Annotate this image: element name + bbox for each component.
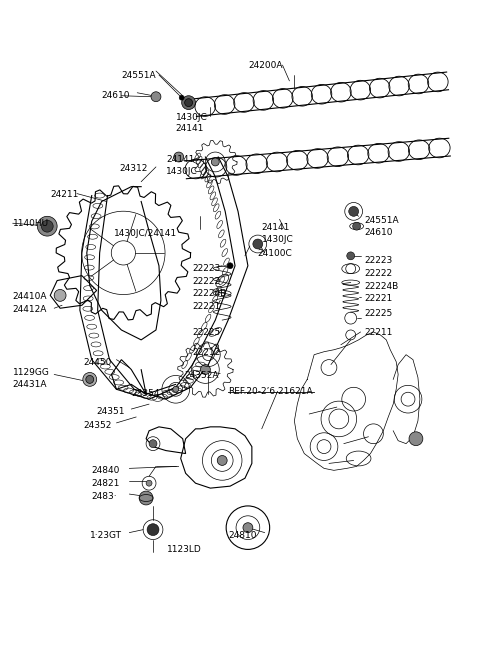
Text: 22211: 22211 [364, 328, 393, 337]
Text: 22223: 22223 [364, 256, 393, 265]
Circle shape [41, 220, 53, 232]
Circle shape [409, 432, 423, 445]
Text: 1129GG: 1129GG [12, 367, 49, 376]
Text: 24431A: 24431A [12, 380, 47, 390]
Text: 24610: 24610 [102, 91, 130, 100]
Text: 24312: 24312 [120, 164, 148, 173]
Circle shape [227, 263, 233, 269]
Text: 24351: 24351 [96, 407, 125, 416]
Text: 1430JC: 1430JC [166, 167, 198, 176]
Circle shape [182, 96, 195, 110]
Text: 1430JC: 1430JC [176, 112, 207, 122]
Text: 24551A: 24551A [121, 71, 156, 80]
Circle shape [349, 206, 359, 216]
Text: 22223: 22223 [192, 263, 221, 273]
Circle shape [217, 455, 227, 465]
Text: 22225: 22225 [364, 309, 393, 318]
Circle shape [86, 375, 94, 383]
Text: 24352A: 24352A [185, 371, 219, 380]
Text: REF.20-2’6.21621A: REF.20-2’6.21621A [228, 388, 313, 396]
Text: 22225: 22225 [192, 328, 221, 337]
Circle shape [201, 365, 210, 374]
Circle shape [83, 373, 96, 386]
Circle shape [211, 158, 219, 166]
Circle shape [173, 386, 179, 392]
Text: 1430JC: 1430JC [262, 235, 293, 244]
Text: 1123LD: 1123LD [167, 545, 202, 555]
Text: 24450: 24450 [84, 357, 112, 367]
Text: 22222: 22222 [364, 269, 393, 278]
Text: 24410A: 24410A [12, 292, 47, 302]
Text: 24100C: 24100C [258, 249, 292, 258]
Text: 22224B: 22224B [192, 290, 227, 298]
Circle shape [253, 239, 263, 249]
Text: 22222: 22222 [192, 277, 221, 286]
Circle shape [151, 92, 161, 102]
Text: 1·23GT: 1·23GT [90, 531, 122, 539]
Text: 22221: 22221 [192, 302, 221, 311]
Circle shape [179, 95, 184, 100]
Circle shape [146, 480, 152, 486]
Circle shape [147, 524, 159, 535]
Text: 24141: 24141 [262, 223, 290, 232]
Text: 24810: 24810 [228, 531, 257, 539]
Text: 24840: 24840 [92, 466, 120, 476]
Circle shape [174, 152, 184, 162]
Text: 22221: 22221 [364, 294, 393, 304]
Text: 24412A: 24412A [12, 306, 47, 314]
Circle shape [347, 252, 355, 260]
Circle shape [185, 99, 192, 106]
Circle shape [54, 290, 66, 302]
Text: 1140HU: 1140HU [12, 219, 49, 228]
Text: 24141: 24141 [166, 155, 194, 164]
Text: 24610: 24610 [364, 228, 393, 237]
Text: 22224B: 22224B [364, 282, 399, 290]
Text: 2483·: 2483· [92, 492, 118, 501]
Text: 24211: 24211 [50, 190, 79, 198]
Circle shape [139, 491, 153, 505]
Text: 22212: 22212 [192, 348, 221, 357]
Circle shape [353, 222, 360, 230]
Text: 1430JC/24141: 1430JC/24141 [113, 229, 177, 238]
Circle shape [149, 440, 157, 447]
Circle shape [243, 523, 253, 533]
Text: 24352: 24352 [84, 421, 112, 430]
Text: 24821: 24821 [92, 479, 120, 488]
Text: 24551A: 24551A [364, 216, 399, 225]
Text: 24141: 24141 [176, 124, 204, 133]
Text: 24200A: 24200A [248, 61, 282, 70]
Circle shape [37, 216, 57, 236]
Text: 23354: 23354 [131, 390, 160, 398]
